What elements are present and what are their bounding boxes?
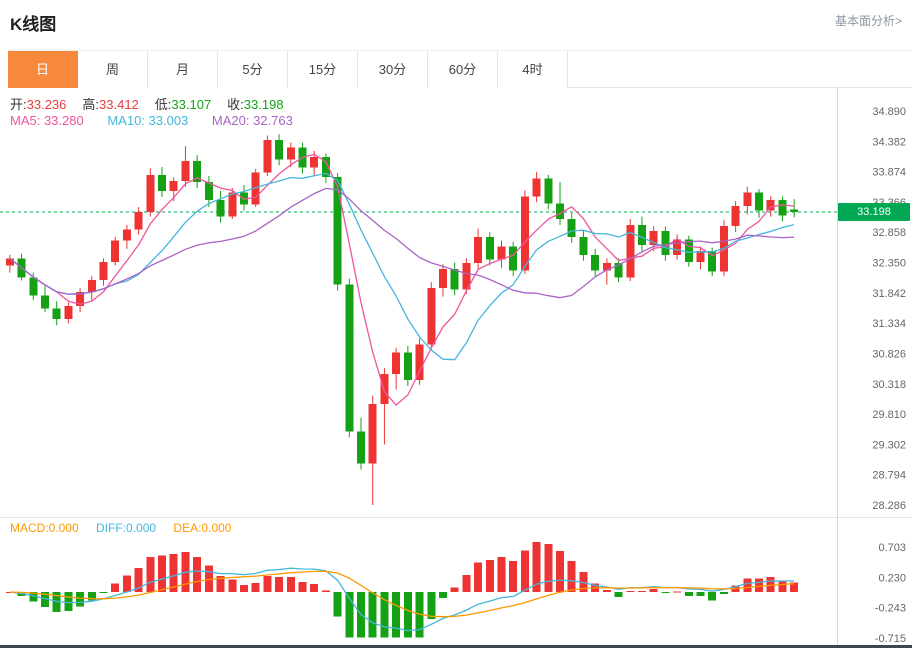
tab-4hour[interactable]: 4时	[498, 51, 568, 88]
close-label: 收:	[227, 97, 244, 112]
fundamental-analysis-link[interactable]: 基本面分析>	[834, 14, 902, 28]
candles-group	[5, 134, 799, 505]
dea-line	[9, 570, 795, 618]
tab-5min[interactable]: 5分	[218, 51, 288, 88]
chart-area: 34.89034.38233.87433.36632.85832.35031.8…	[0, 88, 912, 648]
tab-30min[interactable]: 30分	[358, 51, 428, 88]
macd-axis-tick: 0.703	[878, 542, 906, 554]
ma10-label: MA10: 33.003	[107, 113, 189, 128]
macd-label: MACD:0.000	[10, 521, 79, 535]
kline-chart-canvas[interactable]: 34.89034.38233.87433.36632.85832.35031.8…	[0, 88, 912, 648]
main-axis-tick: 31.842	[872, 288, 906, 300]
main-axis-tick: 29.810	[872, 409, 906, 421]
tab-month[interactable]: 月	[148, 51, 218, 88]
current-price-badge: 33.198	[838, 202, 910, 221]
tab-day[interactable]: 日	[8, 51, 78, 88]
header: K线图 基本面分析>	[0, 0, 912, 50]
macd-info: MACD:0.000 DIFF:0.000 DEA:0.000	[10, 521, 245, 535]
bottom-border	[0, 645, 912, 648]
macd-histogram-group	[5, 542, 799, 638]
main-axis-tick: 29.302	[872, 439, 906, 451]
low-value: 33.107	[171, 97, 212, 112]
ohlc-info: 开:33.236 高:33.412 低:33.107 收:33.198	[10, 94, 300, 113]
high-value: 33.412	[99, 97, 139, 112]
main-axis-tick: 32.858	[872, 227, 906, 239]
tab-week[interactable]: 周	[78, 51, 148, 88]
page-title: K线图	[10, 15, 57, 34]
main-axis-tick: 28.794	[872, 470, 906, 482]
macd-axis-tick: 0.230	[878, 572, 906, 584]
tab-15min[interactable]: 15分	[288, 51, 358, 88]
main-axis-tick: 28.286	[872, 500, 906, 512]
dea-label: DEA:0.000	[173, 521, 232, 535]
ma-info: MA5: 33.280 MA10: 33.003 MA20: 32.763	[10, 113, 313, 128]
main-axis-tick: 34.890	[872, 106, 906, 118]
open-value: 33.236	[26, 97, 67, 112]
macd-axis-tick: -0.243	[875, 603, 906, 615]
open-label: 开:	[10, 97, 27, 112]
ma20-label: MA20: 32.763	[211, 113, 293, 128]
ma-line-10	[9, 172, 795, 361]
high-label: 高:	[82, 97, 100, 112]
main-axis-tick: 34.382	[872, 136, 906, 148]
ma-line-20	[9, 187, 795, 299]
tab-bar: 日 周 月 5分 15分 30分 60分 4时	[8, 50, 912, 88]
ma5-label: MA5: 33.280	[10, 113, 84, 128]
tab-60min[interactable]: 60分	[428, 51, 498, 88]
main-axis-tick: 30.318	[872, 379, 906, 391]
close-value: 33.198	[243, 97, 284, 112]
main-axis-tick: 32.350	[872, 258, 906, 270]
macd-axis-tick: -0.715	[875, 633, 906, 645]
low-label: 低:	[154, 97, 172, 112]
ma-line-5	[9, 153, 795, 407]
diff-label: DIFF:0.000	[96, 521, 157, 535]
main-axis-tick: 31.334	[872, 318, 906, 330]
main-axis-tick: 30.826	[872, 348, 906, 360]
main-axis-tick: 33.874	[872, 167, 906, 179]
